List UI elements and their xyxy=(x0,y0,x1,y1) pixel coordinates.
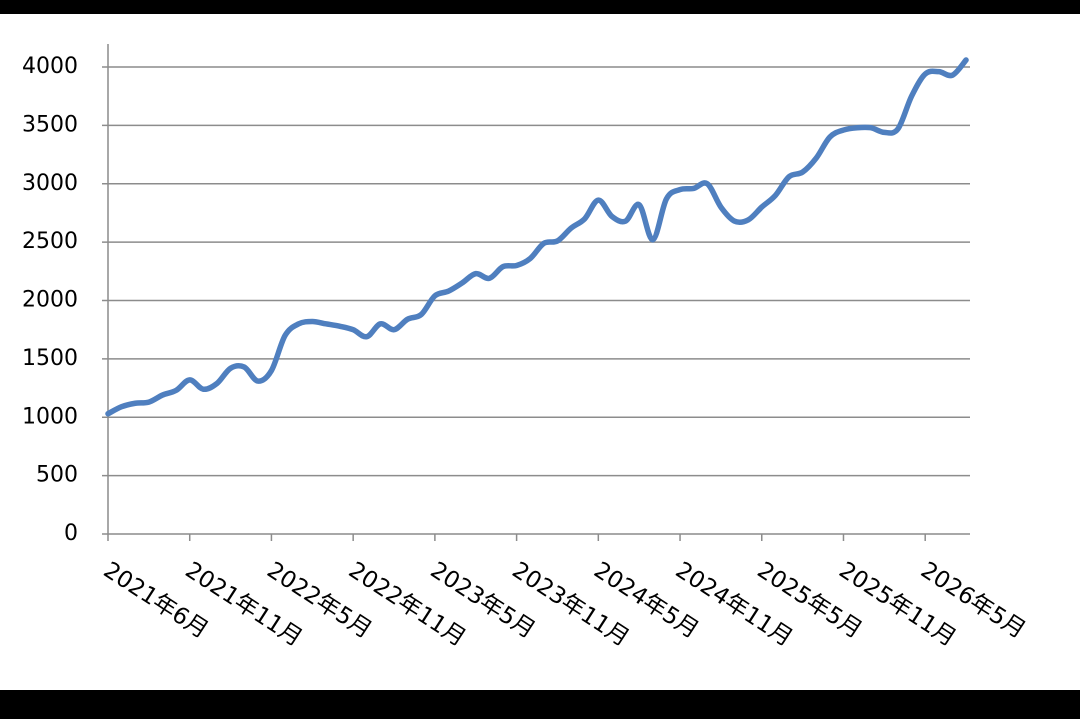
y-tick-label: 3500 xyxy=(22,112,78,137)
y-tick-label: 3000 xyxy=(22,171,78,196)
series-line xyxy=(105,57,969,417)
y-tick-label: 500 xyxy=(36,463,78,488)
y-tick-label: 2000 xyxy=(22,288,78,313)
y-tick-label: 1000 xyxy=(22,404,78,429)
y-tick-label: 2500 xyxy=(22,229,78,254)
y-tick-label: 4000 xyxy=(22,54,78,79)
y-tick-label: 0 xyxy=(64,521,78,546)
y-tick-label: 1500 xyxy=(22,346,78,371)
